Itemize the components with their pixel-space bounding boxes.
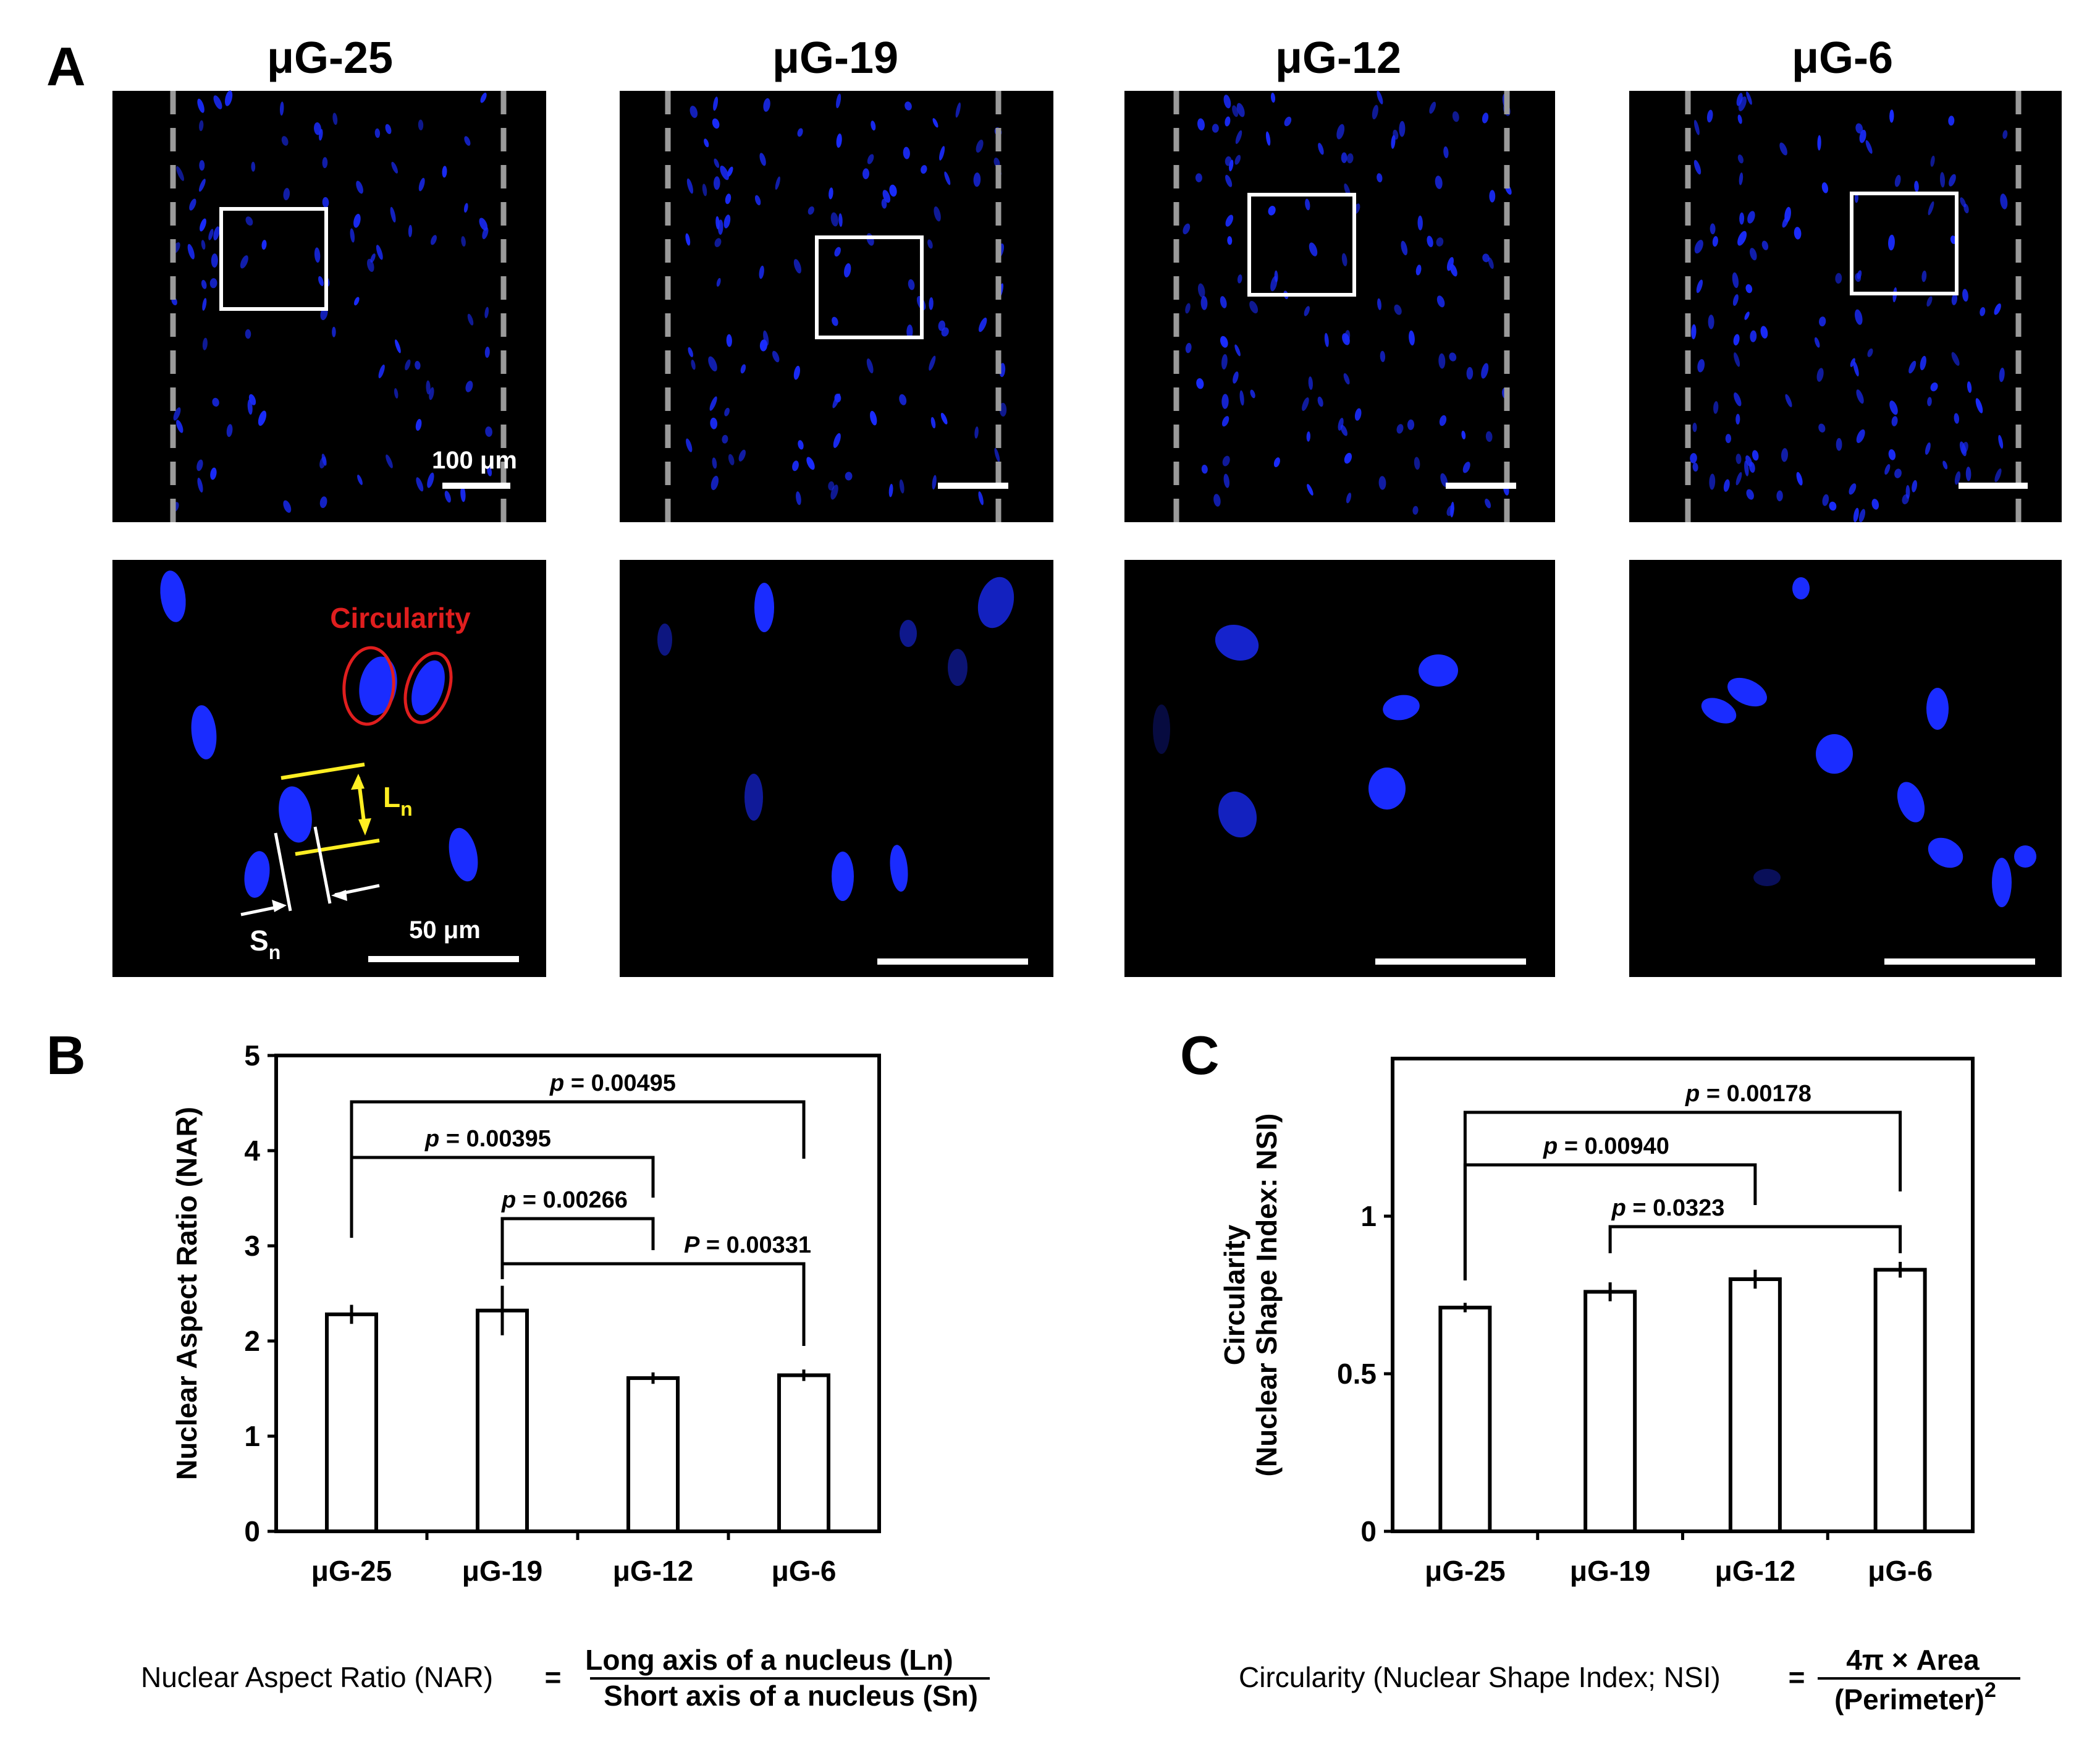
bar-2 [1728, 1277, 1782, 1533]
x-tick-label: μG-25 [311, 1555, 392, 1587]
micrograph-zoom-ug19 [620, 560, 1053, 977]
panel-c: C 0 0.5 1 μG-25 μG-19 μG-12 μG-6 Circularity (Nu… [1180, 1025, 2020, 1715]
y-tick-label: 1 [1360, 1200, 1377, 1232]
y-tick-label: 4 [244, 1135, 260, 1167]
bar-3 [1873, 1267, 1927, 1533]
y-tick-label: 0 [1360, 1515, 1377, 1547]
scale-bar-label-100um: 100 μm [432, 447, 517, 474]
significance-bracket [500, 1217, 655, 1279]
formula-nsi-equals: = [1789, 1661, 1805, 1693]
formula-nsi: Circularity (Nuclear Shape Index; NSI) =… [1239, 1644, 2020, 1715]
chart-nar: 0 1 2 3 4 5 μG-25 μG-19 μG-12 μG-6 Nuclear Aspect … [171, 1039, 881, 1587]
formula-nsi-lhs: Circularity (Nuclear Shape Index; NSI) [1239, 1661, 1721, 1693]
panel-a: A μG-25 μG-19 μG-12 μG-6 100 μm [46, 33, 2062, 977]
bar-1 [476, 1308, 529, 1533]
sn-label: Sn [250, 924, 280, 963]
formula-nsi-numerator: 4π × Area [1846, 1644, 1980, 1676]
x-tick-label: μG-12 [1715, 1555, 1795, 1587]
zoom-region-box [815, 235, 924, 339]
x-tick-label: μG-6 [772, 1555, 837, 1587]
bar-0 [1438, 1305, 1492, 1533]
p-value-label: p = 0.00266 [501, 1187, 628, 1213]
circularity-outline [342, 646, 395, 726]
y-tick-label: 5 [244, 1039, 260, 1072]
micrograph-top-ug12 [1124, 90, 1555, 522]
p-value-label: p = 0.00395 [424, 1126, 551, 1152]
significance-bracket [500, 1262, 806, 1346]
p-value-label: p = 0.0323 [1611, 1195, 1725, 1221]
y-tick-label: 2 [244, 1325, 260, 1357]
panel-c-label: C [1180, 1025, 1220, 1086]
x-tick-label: μG-19 [1570, 1555, 1650, 1587]
formula-nar-numerator: Long axis of a nucleus (Ln) [585, 1644, 953, 1676]
ln-label: Ln [383, 781, 413, 820]
column-title-ug19: μG-19 [772, 33, 898, 83]
p-value-label: p = 0.00495 [549, 1070, 676, 1096]
x-tick-label: μG-12 [613, 1555, 693, 1587]
micrograph-top-ug6 [1629, 91, 2062, 523]
formula-nsi-denominator: (Perimeter)2 [1834, 1678, 1996, 1715]
significance-bracket [350, 1156, 655, 1238]
y-tick-label: 1 [244, 1420, 260, 1452]
zoom-region-box [219, 207, 328, 311]
x-tick-label: μG-19 [462, 1555, 542, 1587]
formula-nar-denominator: Short axis of a nucleus (Sn) [604, 1680, 978, 1712]
panel-b-label: B [46, 1025, 86, 1086]
bar-2 [626, 1376, 680, 1534]
formula-nar: Nuclear Aspect Ratio (NAR) = Long axis o… [141, 1644, 990, 1712]
micrograph-zoom-ug25: Circularity Ln Sn 50 μm [112, 560, 546, 977]
bar-1 [1583, 1290, 1637, 1533]
x-tick-label: μG-25 [1425, 1555, 1505, 1587]
micrograph-top-ug25: 100 μm [112, 90, 546, 522]
x-tick-label: μG-6 [1868, 1555, 1933, 1587]
scale-bar-label-50um: 50 μm [409, 916, 481, 944]
micrograph-top-ug19 [620, 91, 1053, 522]
formula-nar-equals: = [545, 1661, 562, 1693]
circularity-label: Circularity [330, 602, 471, 634]
panel-a-label: A [46, 36, 86, 97]
y-tick-label: 0 [244, 1515, 260, 1547]
y-axis-label: Circularity [1218, 1224, 1250, 1365]
circularity-outline [403, 651, 453, 724]
significance-bracket [1608, 1225, 1902, 1253]
panel-b: B 0 1 2 3 4 5 μG-25 μG-19 μG-12 μG-6 Nuclear Aspec… [46, 1025, 990, 1712]
y-tick-label: 3 [244, 1230, 260, 1262]
zoom-region-box [1850, 192, 1959, 295]
formula-nar-lhs: Nuclear Aspect Ratio (NAR) [141, 1661, 493, 1693]
y-tick-label: 0.5 [1337, 1358, 1377, 1390]
micrograph-zoom-ug12 [1124, 560, 1555, 977]
y-axis-label: Nuclear Aspect Ratio (NAR) [171, 1107, 203, 1480]
bar-0 [325, 1312, 378, 1533]
zoom-region-box [1247, 193, 1356, 297]
column-title-ug25: μG-25 [267, 33, 393, 83]
column-title-ug6: μG-6 [1792, 33, 1893, 83]
y-axis-label-line2: (Nuclear Shape Index: NSI) [1250, 1114, 1283, 1477]
micrograph-zoom-ug6 [1629, 560, 2062, 977]
chart-nsi: 0 0.5 1 μG-25 μG-19 μG-12 μG-6 Circularity (Nucl… [1218, 1057, 1975, 1587]
p-value-label: P = 0.00331 [684, 1232, 811, 1258]
p-value-label: p = 0.00940 [1543, 1133, 1669, 1159]
p-value-label: p = 0.00178 [1685, 1081, 1811, 1107]
bar-3 [777, 1373, 830, 1533]
significance-bracket [1463, 1163, 1757, 1280]
column-title-ug12: μG-12 [1275, 33, 1401, 83]
